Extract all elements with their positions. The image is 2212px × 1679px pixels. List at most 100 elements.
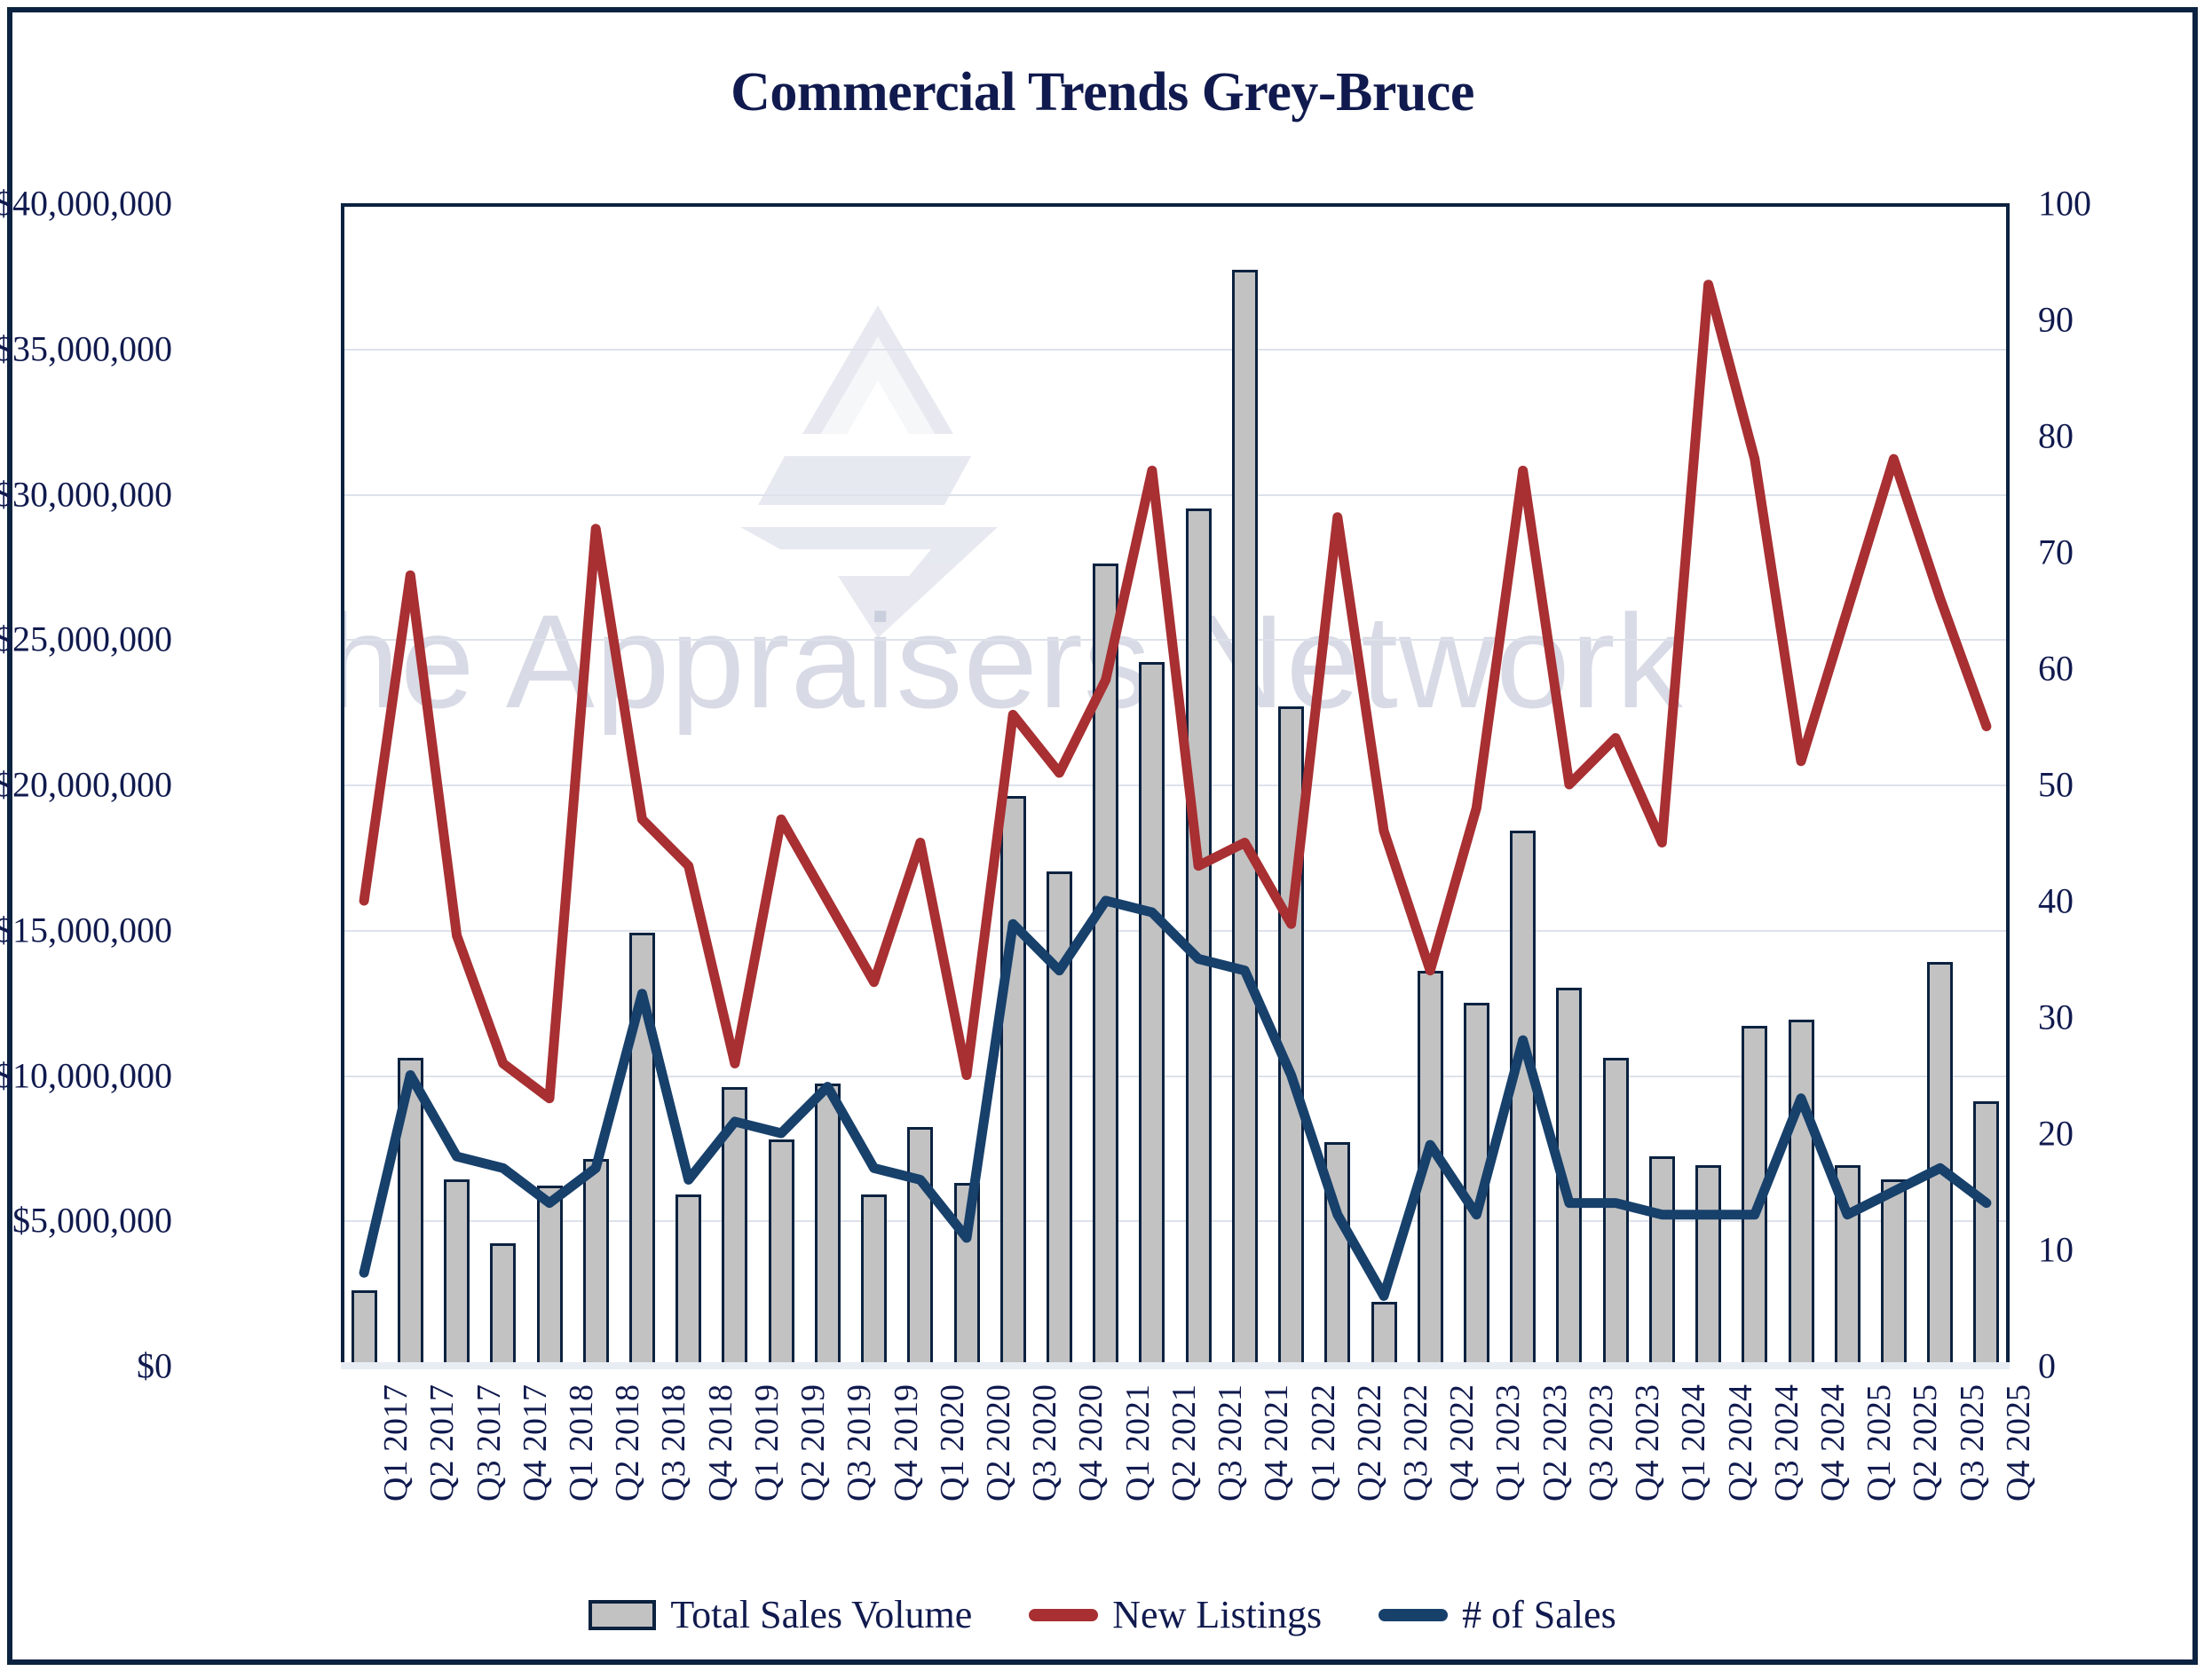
x-axis-tick: Q4 2017	[516, 1384, 554, 1502]
chart-legend: Total Sales Volume New Listings # of Sal…	[12, 1592, 2192, 1637]
legend-label: # of Sales	[1462, 1593, 1616, 1636]
bar	[1139, 662, 1165, 1366]
x-axis-tick: Q1 2024	[1675, 1384, 1713, 1502]
bar	[1185, 508, 1212, 1366]
bar	[768, 1139, 794, 1366]
x-axis-tick: Q1 2023	[1489, 1384, 1528, 1502]
y-axis-right-tick: 70	[2038, 532, 2074, 572]
y-axis-left-tick: $20,000,000	[0, 764, 172, 805]
y-axis-left-line	[341, 203, 344, 1366]
y-axis-right-tick: 80	[2038, 415, 2074, 456]
bar	[444, 1179, 470, 1366]
bar	[907, 1127, 934, 1366]
x-axis-tick: Q3 2023	[1582, 1384, 1620, 1502]
gridline	[341, 784, 2010, 786]
gridline	[341, 1220, 2010, 1223]
x-axis-tick: Q4 2021	[1258, 1384, 1296, 1502]
x-axis-tick: Q1 2017	[377, 1384, 415, 1502]
page-title: Commercial Trends Grey-Bruce	[731, 62, 1474, 122]
gridline	[341, 1075, 2010, 1077]
x-axis-tick: Q2 2018	[609, 1384, 647, 1502]
bar	[675, 1194, 702, 1366]
x-axis-tick: Q4 2023	[1629, 1384, 1667, 1502]
legend-label: New Listings	[1112, 1593, 1323, 1636]
x-axis-tick: Q1 2018	[563, 1384, 600, 1502]
bar-swatch-icon	[589, 1599, 657, 1630]
bar	[814, 1084, 841, 1366]
x-axis-tick: Q2 2017	[423, 1384, 462, 1502]
y-axis-left-tick: $10,000,000	[0, 1055, 172, 1095]
y-axis-right-tick: 10	[2038, 1229, 2074, 1270]
y-axis-right-tick: 60	[2038, 648, 2074, 689]
x-axis-tick: Q1 2022	[1304, 1384, 1342, 1502]
line-swatch-red-icon	[1029, 1608, 1099, 1621]
x-axis-tick: Q1 2021	[1118, 1384, 1157, 1502]
x-axis-tick: Q3 2021	[1212, 1384, 1250, 1502]
x-axis-tick: Q2 2023	[1536, 1384, 1574, 1502]
x-axis-tick: Q1 2019	[747, 1384, 786, 1502]
y-axis-left-tick: $35,000,000	[0, 328, 172, 369]
gridline	[341, 348, 2010, 351]
bar	[1973, 1100, 2000, 1366]
x-axis-tick: Q2 2020	[980, 1384, 1017, 1502]
chart-frame: Commercial Trends Grey-Bruce The Apprais…	[0, 7, 2198, 1665]
x-axis-tick: Q2 2025	[1907, 1384, 1945, 1502]
x-axis-tick: Q2 2024	[1721, 1384, 1759, 1502]
gridline	[341, 493, 2010, 496]
x-axis-line	[341, 1362, 2010, 1369]
bar	[536, 1185, 563, 1366]
y-axis-left-tick: $15,000,000	[0, 910, 172, 950]
line-series	[359, 280, 1992, 1301]
x-axis-tick: Q2 2022	[1350, 1384, 1388, 1502]
y-axis-right-line	[2006, 203, 2010, 1366]
x-axis-tick: Q3 2024	[1767, 1384, 1805, 1502]
y-axis-right-tick: 0	[2038, 1345, 2056, 1386]
line-swatch-navy-icon	[1379, 1608, 1449, 1621]
y-axis-left-tick: $30,000,000	[0, 474, 172, 514]
bar	[1602, 1057, 1629, 1366]
legend-label: Total Sales Volume	[670, 1593, 973, 1636]
x-axis-tick: Q3 2022	[1397, 1384, 1434, 1502]
new-listings-line	[359, 280, 1992, 1104]
y-axis-left-tick: $5,000,000	[12, 1200, 172, 1241]
y-axis-left-tick: $25,000,000	[0, 619, 172, 659]
bar	[861, 1194, 888, 1366]
bar	[1788, 1020, 1814, 1366]
x-axis-tick: Q4 2020	[1072, 1384, 1110, 1502]
x-axis-tick: Q4 2024	[1814, 1384, 1852, 1502]
y-axis-left-tick: $0	[137, 1345, 172, 1386]
plot-area: The Appraisers Network	[341, 203, 2010, 1369]
bar	[582, 1159, 609, 1366]
x-axis-tick: Q3 2017	[470, 1384, 508, 1502]
y-axis-right-tick: 20	[2038, 1113, 2074, 1154]
x-axis-tick: Q4 2022	[1443, 1384, 1481, 1502]
num-of-sales-line	[359, 895, 1992, 1301]
x-axis-tick: Q3 2020	[1026, 1384, 1064, 1502]
y-axis-right-tick: 100	[2038, 183, 2091, 224]
plot-top-border	[341, 203, 2010, 207]
x-axis-tick: Q4 2025	[1999, 1384, 2037, 1502]
bar	[1695, 1165, 1722, 1366]
legend-item-number-of-sales[interactable]: # of Sales	[1379, 1592, 1616, 1637]
x-axis-tick: Q3 2019	[841, 1384, 879, 1502]
x-axis-tick: Q2 2019	[794, 1384, 833, 1502]
bar	[1371, 1301, 1397, 1366]
x-axis-tick: Q1 2025	[1860, 1384, 1899, 1502]
legend-item-total-sales-volume[interactable]: Total Sales Volume	[589, 1592, 972, 1637]
x-axis-tick: Q4 2018	[701, 1384, 739, 1502]
y-axis-left-tick: $40,000,000	[0, 183, 172, 224]
y-axis-right-tick: 40	[2038, 880, 2074, 921]
bar	[490, 1243, 517, 1366]
x-axis-tick: Q3 2018	[655, 1384, 693, 1502]
bar	[1648, 1156, 1675, 1366]
y-axis-right-tick: 90	[2038, 299, 2074, 340]
y-axis-right-tick: 30	[2038, 997, 2074, 1037]
bar	[1880, 1179, 1907, 1366]
x-axis-tick: Q1 2020	[933, 1384, 971, 1502]
x-axis-tick: Q3 2025	[1953, 1384, 1991, 1502]
y-axis-right-tick: 50	[2038, 764, 2074, 805]
bar	[1231, 270, 1258, 1366]
x-axis-tick: Q4 2019	[887, 1384, 925, 1502]
x-axis-tick: Q2 2021	[1165, 1384, 1203, 1502]
legend-item-new-listings[interactable]: New Listings	[1029, 1592, 1322, 1637]
